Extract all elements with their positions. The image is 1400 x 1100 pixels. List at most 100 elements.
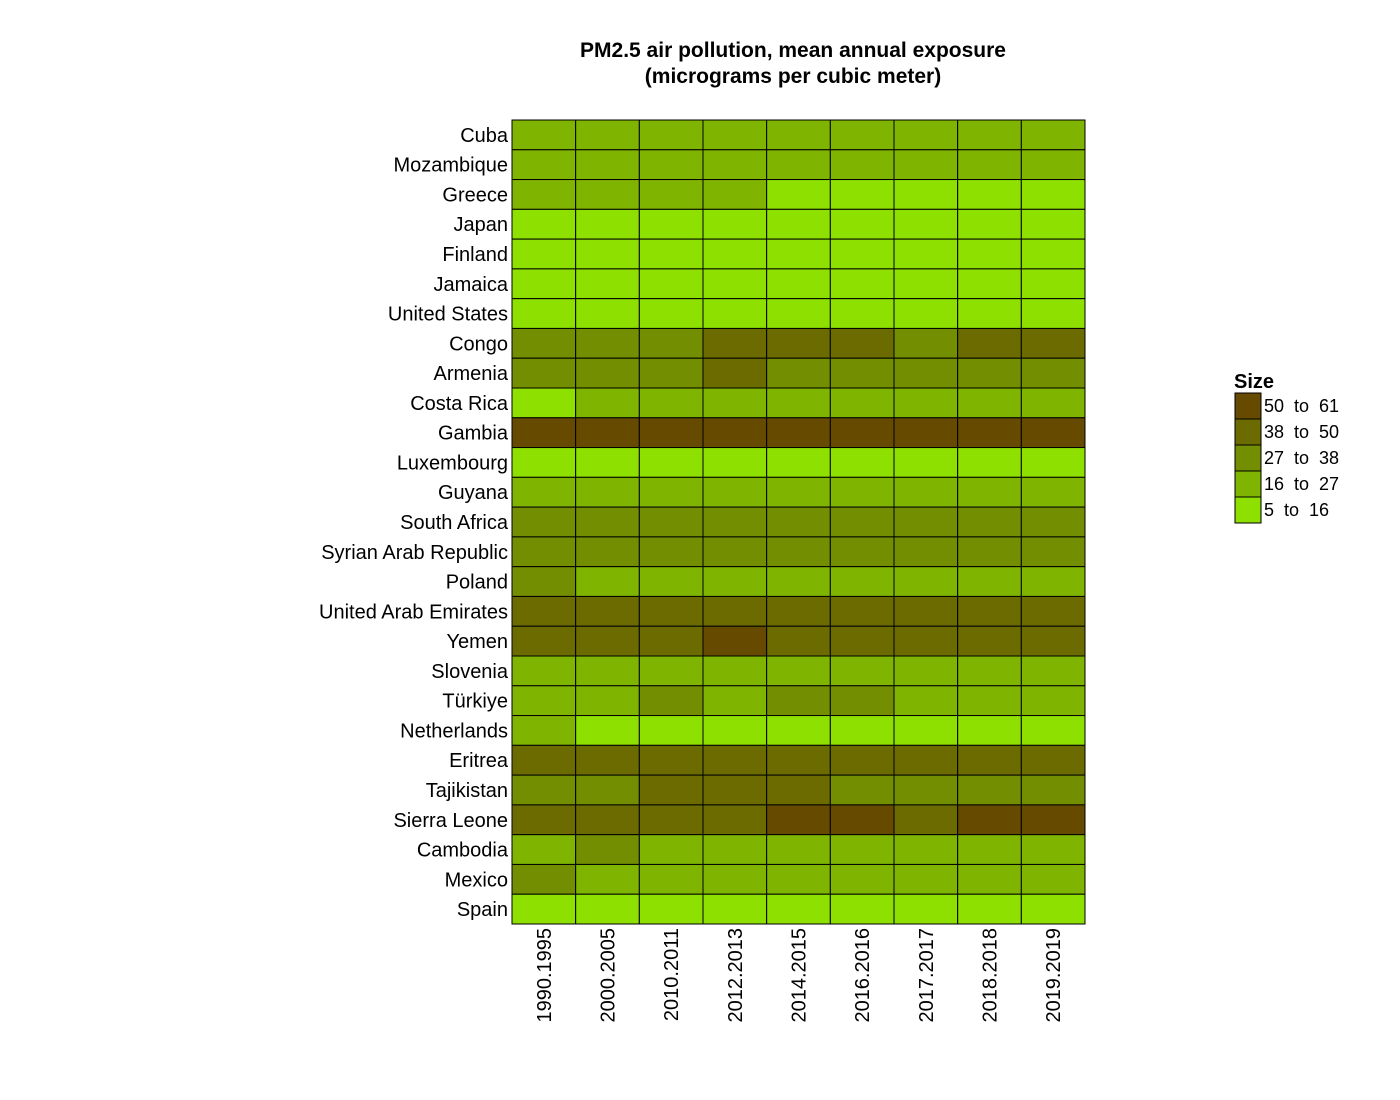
cell-poland-2019-2019	[1020, 566, 1086, 597]
cell-japan-2014-2015	[766, 208, 831, 240]
cell-mozambique-2000-2005	[575, 149, 640, 181]
cell-united-arab-emirates-2017-2017	[893, 595, 959, 627]
cell-mexico-2019-2019	[1020, 863, 1086, 895]
cell-yemen-2014-2015	[766, 625, 831, 657]
cell-greece-2010-2011	[638, 179, 704, 210]
cell-luxembourg-1990-1995	[511, 447, 577, 478]
cell-turkiye-2019-2019	[1020, 685, 1086, 717]
cell-mozambique-2018-2018	[957, 149, 1022, 181]
cell-united-states-2000-2005	[575, 298, 640, 329]
row-label-armenia: Armenia	[434, 363, 509, 385]
cell-slovenia-2010-2011	[638, 655, 704, 687]
column-label-2019-2019: 2019.2019	[1043, 928, 1065, 1023]
cell-gambia-2017-2017	[893, 417, 959, 449]
row-label-gambia: Gambia	[438, 423, 509, 445]
row-label-cuba: Cuba	[460, 125, 509, 147]
cell-cambodia-2017-2017	[893, 834, 959, 865]
cell-finland-2016-2016	[829, 238, 895, 270]
cell-luxembourg-2019-2019	[1020, 447, 1086, 478]
cell-yemen-1990-1995	[511, 625, 577, 657]
cell-united-states-2014-2015	[766, 298, 831, 329]
cell-tajikistan-2018-2018	[957, 774, 1022, 806]
cell-mozambique-2019-2019	[1020, 149, 1086, 181]
cell-greece-2000-2005	[575, 179, 640, 210]
cell-mexico-2012-2013	[702, 863, 768, 895]
cell-luxembourg-2016-2016	[829, 447, 895, 478]
cell-congo-2000-2005	[575, 327, 640, 359]
cell-greece-2016-2016	[829, 179, 895, 210]
cell-syrian-arab-republic-2000-2005	[575, 536, 640, 568]
cell-south-africa-1990-1995	[511, 506, 577, 538]
row-labels: Cuba Mozambique Greece Japan Finland Jamaica U…	[319, 125, 509, 921]
cell-luxembourg-2017-2017	[893, 447, 959, 478]
cell-finland-2017-2017	[893, 238, 959, 270]
cell-united-states-2017-2017	[893, 298, 959, 329]
cell-luxembourg-2014-2015	[766, 447, 831, 478]
cell-luxembourg-2018-2018	[957, 447, 1022, 478]
cell-cuba-2014-2015	[766, 119, 831, 151]
cell-costa-rica-2018-2018	[957, 387, 1022, 419]
cell-united-arab-emirates-2012-2013	[702, 595, 768, 627]
column-label-2014-2015: 2014.2015	[789, 928, 811, 1023]
cell-jamaica-2000-2005	[575, 268, 640, 300]
row-label-mexico: Mexico	[445, 869, 508, 891]
cell-japan-2018-2018	[957, 208, 1022, 240]
legend-swatch-5	[1234, 496, 1262, 524]
legend: Size 50 to 61 38 to 50 27 to 38 16 to 27 5 t…	[1234, 371, 1339, 524]
cell-syrian-arab-republic-1990-1995	[511, 536, 577, 568]
cell-yemen-2018-2018	[957, 625, 1022, 657]
cell-mexico-2016-2016	[829, 863, 895, 895]
cell-united-arab-emirates-2019-2019	[1020, 595, 1086, 627]
cell-cuba-2012-2013	[702, 119, 768, 151]
cell-yemen-2019-2019	[1020, 625, 1086, 657]
row-label-syrian-arab-republic: Syrian Arab Republic	[321, 542, 508, 564]
row-label-south-africa: South Africa	[400, 512, 509, 534]
cell-united-arab-emirates-2010-2011	[638, 595, 704, 627]
cell-spain-2000-2005	[575, 893, 640, 925]
cell-spain-2018-2018	[957, 893, 1022, 925]
cell-turkiye-2000-2005	[575, 685, 640, 717]
legend-label-3: 27 to 38	[1264, 448, 1339, 468]
cell-japan-1990-1995	[511, 208, 577, 240]
cell-japan-2012-2013	[702, 208, 768, 240]
cell-costa-rica-2000-2005	[575, 387, 640, 419]
cell-cambodia-2018-2018	[957, 834, 1022, 865]
cell-poland-1990-1995	[511, 566, 577, 597]
cell-spain-2016-2016	[829, 893, 895, 925]
cell-turkiye-2010-2011	[638, 685, 704, 717]
cell-sierra-leone-2012-2013	[702, 804, 768, 836]
cell-united-arab-emirates-1990-1995	[511, 595, 577, 627]
row-label-poland: Poland	[446, 572, 508, 594]
cell-armenia-2017-2017	[893, 357, 959, 389]
cell-eritrea-2000-2005	[575, 744, 640, 776]
cell-spain-2017-2017	[893, 893, 959, 925]
column-label-2016-2016: 2016.2016	[852, 928, 874, 1023]
cell-costa-rica-1990-1995	[511, 387, 577, 419]
cell-spain-2012-2013	[702, 893, 768, 925]
cell-guyana-2016-2016	[829, 476, 895, 508]
cell-spain-1990-1995	[511, 893, 577, 925]
row-label-yemen: Yemen	[446, 631, 508, 653]
cell-yemen-2010-2011	[638, 625, 704, 657]
cell-mexico-2018-2018	[957, 863, 1022, 895]
cell-sierra-leone-2019-2019	[1020, 804, 1086, 836]
cell-jamaica-2018-2018	[957, 268, 1022, 300]
legend-label-4: 16 to 27	[1264, 474, 1339, 494]
cell-japan-2010-2011	[638, 208, 704, 240]
column-labels: 1990.1995 2000.2005 2010.2011 2012.2013 2014…	[534, 928, 1065, 1023]
cell-jamaica-2016-2016	[829, 268, 895, 300]
cell-jamaica-2010-2011	[638, 268, 704, 300]
cell-eritrea-1990-1995	[511, 744, 577, 776]
row-label-jamaica: Jamaica	[434, 274, 509, 296]
legend-swatch-3	[1234, 444, 1262, 472]
cell-slovenia-2012-2013	[702, 655, 768, 687]
cell-syrian-arab-republic-2012-2013	[702, 536, 768, 568]
cell-united-states-2016-2016	[829, 298, 895, 329]
cell-united-arab-emirates-2018-2018	[957, 595, 1022, 627]
row-label-spain: Spain	[457, 899, 508, 921]
cell-netherlands-2000-2005	[575, 715, 640, 746]
cell-finland-2018-2018	[957, 238, 1022, 270]
column-label-2000-2005: 2000.2005	[598, 928, 620, 1023]
cell-spain-2010-2011	[638, 893, 704, 925]
